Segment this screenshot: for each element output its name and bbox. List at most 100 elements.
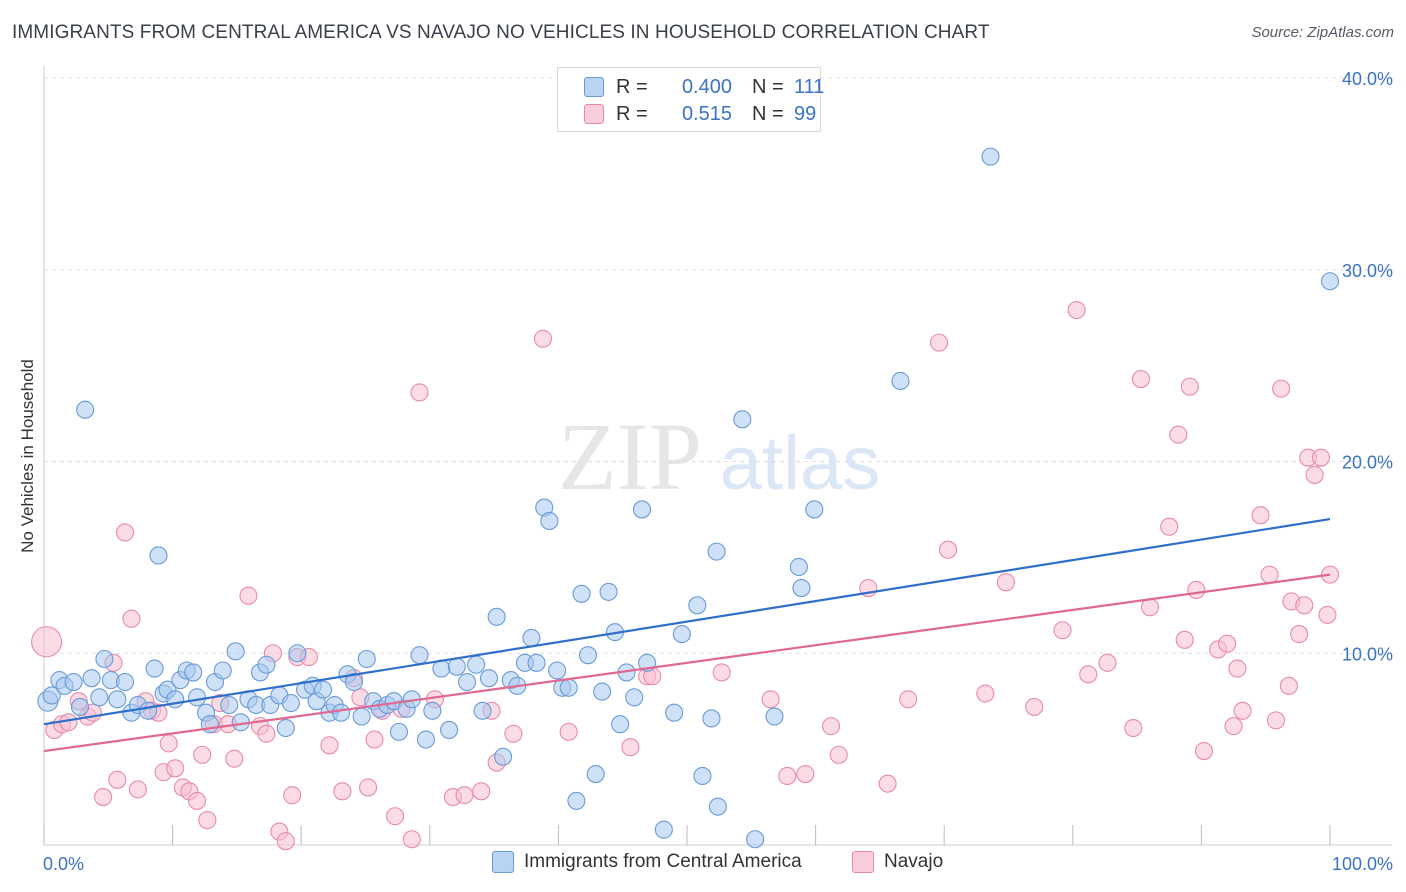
data-point xyxy=(458,672,477,692)
data-point xyxy=(1180,377,1199,396)
data-point xyxy=(467,655,486,674)
data-point xyxy=(665,703,684,722)
data-point xyxy=(707,542,726,561)
data-point xyxy=(187,791,207,810)
data-point xyxy=(76,400,95,419)
data-point xyxy=(1318,605,1337,624)
data-point xyxy=(578,646,598,665)
data-point xyxy=(672,625,691,644)
stats-row-central-america: R = 0.400 N = 111 xyxy=(584,75,824,99)
data-point xyxy=(821,717,841,736)
n-label: N = xyxy=(752,75,784,98)
trend-lines xyxy=(43,517,1331,753)
data-point xyxy=(487,607,506,626)
grid-lines xyxy=(44,77,1392,654)
data-point xyxy=(276,718,295,738)
data-point xyxy=(90,688,109,707)
data-point xyxy=(352,707,371,726)
data-point xyxy=(765,707,784,726)
data-point xyxy=(899,690,918,709)
data-point xyxy=(533,329,553,348)
data-point xyxy=(283,786,302,805)
data-point xyxy=(1320,272,1340,291)
zipatlas-watermark: ZIP atlas xyxy=(558,403,880,510)
data-point xyxy=(288,644,307,663)
data-point xyxy=(1233,701,1252,720)
data-point xyxy=(226,642,245,661)
data-point xyxy=(198,811,217,830)
data-point xyxy=(332,703,351,722)
data-point xyxy=(423,701,442,720)
navajo-points xyxy=(31,300,1340,851)
data-point xyxy=(567,791,586,810)
data-point xyxy=(276,832,295,851)
data-point xyxy=(365,730,384,749)
data-point xyxy=(257,655,276,674)
blue-swatch xyxy=(584,77,604,97)
data-point xyxy=(1224,717,1243,736)
data-point xyxy=(805,500,824,519)
data-point xyxy=(184,663,203,682)
data-point xyxy=(145,659,164,678)
data-point xyxy=(108,770,127,789)
data-point xyxy=(108,690,127,709)
data-point xyxy=(314,680,333,699)
data-point xyxy=(239,586,258,605)
data-point xyxy=(654,820,673,839)
data-point xyxy=(621,738,640,757)
data-point xyxy=(1131,369,1151,389)
data-point xyxy=(416,730,435,749)
data-point xyxy=(389,722,408,741)
y-tick-label: 10.0% xyxy=(1342,644,1393,664)
data-point xyxy=(930,333,949,352)
data-point xyxy=(1175,630,1194,649)
data-point xyxy=(494,747,513,766)
data-point xyxy=(761,690,780,709)
data-point xyxy=(548,661,567,680)
data-point xyxy=(693,766,712,786)
data-point xyxy=(1098,653,1117,672)
x-tick-label: 100.0% xyxy=(1332,854,1393,874)
data-point xyxy=(357,649,376,669)
data-point xyxy=(187,688,207,707)
data-point xyxy=(1295,596,1314,615)
data-point xyxy=(599,582,618,601)
r-label: R = xyxy=(616,75,648,98)
data-point xyxy=(193,745,212,764)
r-value: 0.515 xyxy=(681,102,732,125)
pink-swatch xyxy=(852,851,874,873)
data-point xyxy=(31,626,63,658)
data-point xyxy=(410,646,429,665)
data-point xyxy=(1160,517,1179,536)
legend-item-central-america[interactable]: Immigrants from Central America xyxy=(492,851,802,873)
legend-item-navajo[interactable]: Navajo xyxy=(852,851,943,873)
data-point xyxy=(122,609,141,628)
legend-label: Navajo xyxy=(884,851,944,872)
data-point xyxy=(527,653,546,672)
y-tick-label: 40.0% xyxy=(1342,69,1393,89)
data-point xyxy=(440,720,459,740)
data-point xyxy=(572,584,591,603)
series-legend: Immigrants from Central America Navajo xyxy=(0,851,1406,879)
x-tick-label: 0.0% xyxy=(43,854,84,874)
data-point xyxy=(829,745,848,764)
r-label: R = xyxy=(616,102,648,125)
watermark-atlas: atlas xyxy=(720,421,881,506)
pink-swatch xyxy=(584,104,604,124)
data-point xyxy=(1194,741,1214,761)
data-point xyxy=(1140,598,1160,617)
data-point xyxy=(1311,448,1331,467)
data-point xyxy=(1124,718,1143,738)
data-point xyxy=(625,688,644,707)
data-point xyxy=(976,684,995,703)
data-point xyxy=(702,709,721,728)
data-point xyxy=(522,628,541,647)
data-point xyxy=(733,410,752,429)
data-point xyxy=(64,672,83,692)
data-point xyxy=(344,672,363,692)
data-point xyxy=(796,765,815,784)
data-point xyxy=(1290,625,1309,644)
data-point xyxy=(1228,659,1247,678)
data-point xyxy=(220,695,239,715)
data-point xyxy=(257,724,276,743)
